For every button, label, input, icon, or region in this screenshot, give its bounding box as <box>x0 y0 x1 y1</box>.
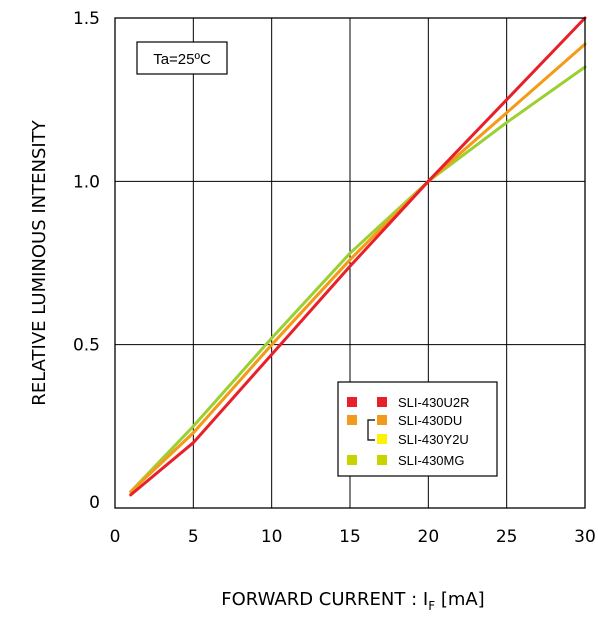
y-tick-label-3: 1.5 <box>73 9 100 29</box>
legend-swatch-mg-right <box>377 455 387 465</box>
x-axis-title: FORWARD CURRENT : IF [mA] <box>221 589 484 613</box>
y-tick-labels: 0 0.5 1.0 1.5 <box>73 9 100 513</box>
legend-swatch-du-left <box>347 415 357 425</box>
x-tick-label-4: 20 <box>418 527 440 547</box>
legend-box <box>337 381 498 477</box>
legend-swatch-mg-left <box>347 455 357 465</box>
y-tick-label-0: 0 <box>89 493 100 513</box>
legend-entry-u2r: SLI-430U2R <box>347 395 470 410</box>
legend-swatch-u2r-left <box>347 397 357 407</box>
annotation-text: Ta=25ºC <box>153 51 211 68</box>
annotation-box <box>136 41 228 75</box>
legend-label-mg: SLI-430MG <box>398 453 464 468</box>
x-tick-label-6: 30 <box>574 527 596 547</box>
legend-label-y2u: SLI-430Y2U <box>398 432 469 447</box>
series-lines <box>129 16 587 497</box>
y-axis-title: RELATIVE LUMINOUS INTENSITY <box>29 119 50 405</box>
series-line-sli-430du <box>129 42 587 494</box>
legend-bracket <box>367 419 375 441</box>
legend-swatch-du-right <box>377 415 387 425</box>
x-tick-label-1: 5 <box>188 527 199 547</box>
x-axis-title-main: FORWARD CURRENT : I <box>221 589 428 610</box>
legend: SLI-430U2R SLI-430DU SLI-430Y2U SLI-430M… <box>337 381 498 477</box>
legend-swatch-u2r-right <box>377 397 387 407</box>
legend-label-du: SLI-430DU <box>398 413 462 428</box>
x-axis-title-unit: [mA] <box>435 589 485 610</box>
y-tick-label-2: 1.0 <box>73 172 100 192</box>
x-tick-label-3: 15 <box>339 527 361 547</box>
legend-entry-mg: SLI-430MG <box>347 453 464 468</box>
x-tick-labels: 0 5 10 15 20 25 30 <box>110 527 596 547</box>
legend-entry-y2u: SLI-430Y2U <box>377 432 469 447</box>
x-tick-label-5: 25 <box>496 527 518 547</box>
series-line-sli-430u2r <box>129 16 587 497</box>
legend-label-u2r: SLI-430U2R <box>398 395 470 410</box>
x-tick-label-0: 0 <box>110 527 121 547</box>
series-line-sli-430mg <box>129 65 587 494</box>
x-axis-title-subscript: F <box>428 599 435 613</box>
legend-swatch-y2u <box>377 434 387 444</box>
x-tick-label-2: 10 <box>261 527 283 547</box>
legend-entry-du: SLI-430DU <box>347 413 462 428</box>
plot-frame <box>114 17 586 509</box>
y-tick-label-1: 0.5 <box>73 336 100 356</box>
